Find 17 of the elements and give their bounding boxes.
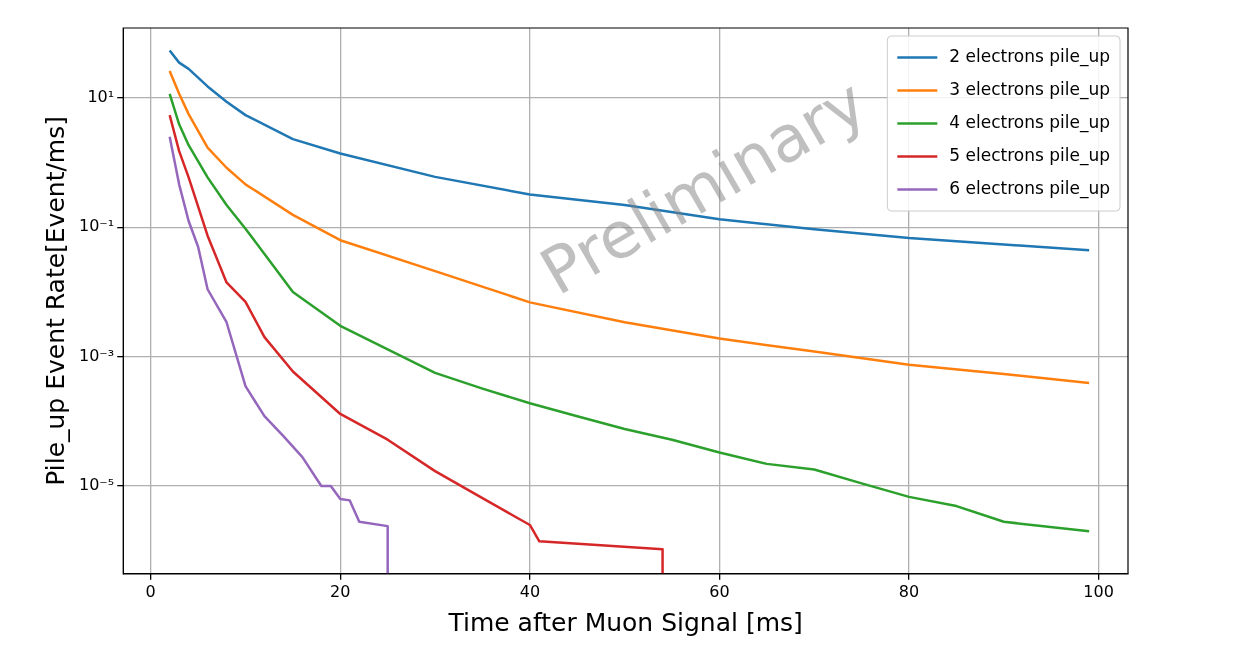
legend-label: 3 electrons pile_up xyxy=(949,78,1110,100)
legend-label: 2 electrons pile_up xyxy=(949,45,1110,67)
y-tick-label: 10⁻³ xyxy=(79,345,115,365)
x-tick-label: 0 xyxy=(145,581,156,601)
legend-label: 5 electrons pile_up xyxy=(949,144,1110,166)
x-tick-label: 60 xyxy=(709,581,730,601)
y-axis-title: Pile_up Event Rate[Event/ms] xyxy=(40,116,70,486)
x-tick-label: 40 xyxy=(519,581,541,601)
x-tick-label: 80 xyxy=(898,581,920,601)
x-tick-label: 100 xyxy=(1083,581,1114,601)
legend-label: 6 electrons pile_up xyxy=(949,177,1110,199)
x-axis-title: Time after Muon Signal [ms] xyxy=(447,607,803,637)
y-tick-label: 10⁻¹ xyxy=(79,216,115,236)
y-tick-label: 10⁻⁵ xyxy=(79,475,115,495)
legend-label: 4 electrons pile_up xyxy=(949,111,1110,133)
y-tick-label: 10¹ xyxy=(87,86,115,106)
x-tick-label: 20 xyxy=(330,581,351,601)
